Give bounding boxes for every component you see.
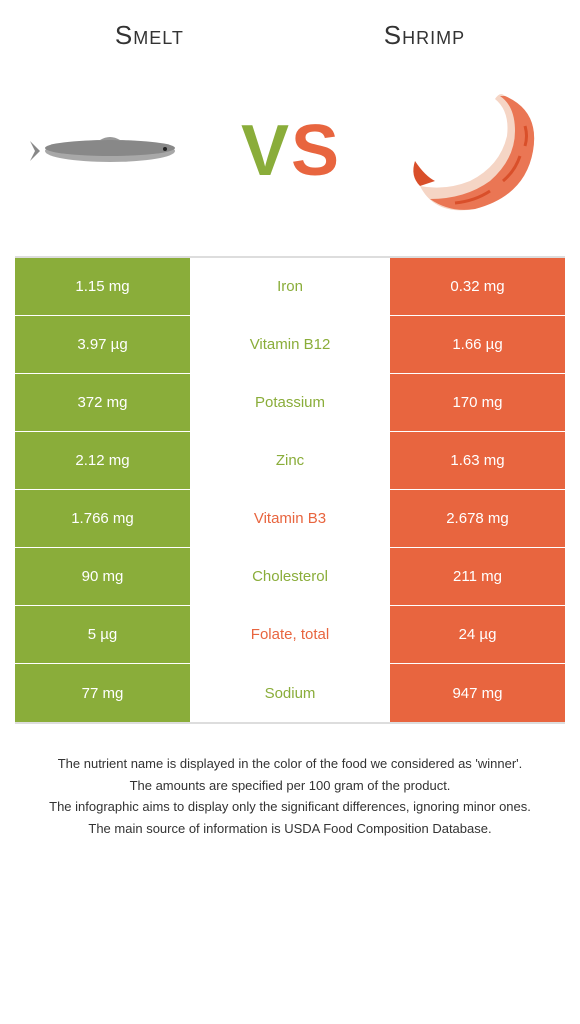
table-row: 3.97 µgVitamin B121.66 µg xyxy=(15,316,565,374)
header: Smelt Shrimp xyxy=(15,20,565,51)
left-value: 90 mg xyxy=(15,548,190,605)
right-title: Shrimp xyxy=(384,20,465,51)
left-value: 5 µg xyxy=(15,606,190,663)
fish-icon xyxy=(30,126,190,176)
footer-line: The nutrient name is displayed in the co… xyxy=(25,754,555,774)
images-row: VS xyxy=(15,61,565,241)
footer-line: The amounts are specified per 100 gram o… xyxy=(25,776,555,796)
right-value: 24 µg xyxy=(390,606,565,663)
table-row: 5 µgFolate, total24 µg xyxy=(15,606,565,664)
nutrient-name: Vitamin B3 xyxy=(190,490,390,547)
nutrient-name: Zinc xyxy=(190,432,390,489)
shrimp-image xyxy=(385,81,555,221)
footer-line: The infographic aims to display only the… xyxy=(25,797,555,817)
nutrient-table: 1.15 mgIron0.32 mg3.97 µgVitamin B121.66… xyxy=(15,256,565,724)
left-value: 2.12 mg xyxy=(15,432,190,489)
right-value: 2.678 mg xyxy=(390,490,565,547)
right-value: 211 mg xyxy=(390,548,565,605)
shrimp-icon xyxy=(395,81,545,221)
nutrient-name: Sodium xyxy=(190,664,390,722)
right-value: 947 mg xyxy=(390,664,565,722)
right-value: 1.63 mg xyxy=(390,432,565,489)
vs-v: V xyxy=(241,110,289,192)
footer-line: The main source of information is USDA F… xyxy=(25,819,555,839)
right-value: 170 mg xyxy=(390,374,565,431)
left-value: 3.97 µg xyxy=(15,316,190,373)
right-value: 0.32 mg xyxy=(390,258,565,315)
vs-label: VS xyxy=(241,110,339,192)
vs-s: S xyxy=(291,110,339,192)
left-value: 1.15 mg xyxy=(15,258,190,315)
nutrient-name: Vitamin B12 xyxy=(190,316,390,373)
nutrient-name: Folate, total xyxy=(190,606,390,663)
table-row: 90 mgCholesterol211 mg xyxy=(15,548,565,606)
nutrient-name: Cholesterol xyxy=(190,548,390,605)
left-value: 77 mg xyxy=(15,664,190,722)
nutrient-name: Potassium xyxy=(190,374,390,431)
table-row: 1.15 mgIron0.32 mg xyxy=(15,258,565,316)
right-value: 1.66 µg xyxy=(390,316,565,373)
table-row: 1.766 mgVitamin B32.678 mg xyxy=(15,490,565,548)
smelt-image xyxy=(25,81,195,221)
left-title: Smelt xyxy=(115,20,184,51)
left-value: 1.766 mg xyxy=(15,490,190,547)
nutrient-name: Iron xyxy=(190,258,390,315)
footer: The nutrient name is displayed in the co… xyxy=(15,754,565,838)
table-row: 77 mgSodium947 mg xyxy=(15,664,565,722)
left-value: 372 mg xyxy=(15,374,190,431)
table-row: 372 mgPotassium170 mg xyxy=(15,374,565,432)
table-row: 2.12 mgZinc1.63 mg xyxy=(15,432,565,490)
